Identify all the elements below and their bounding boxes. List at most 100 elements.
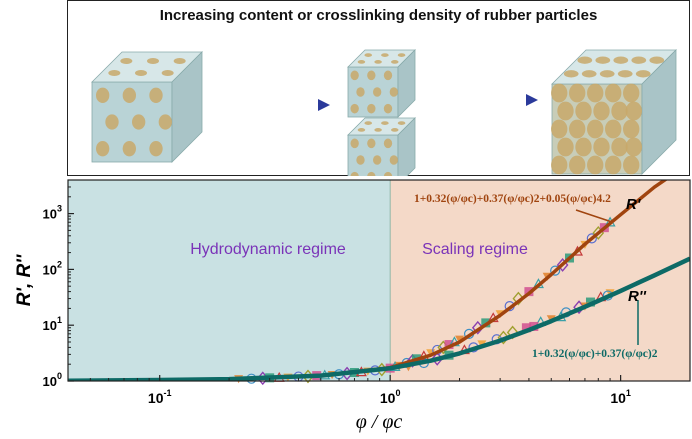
cube-intermediate-bottom-particle	[374, 128, 382, 132]
cube-final-particle	[551, 155, 568, 175]
data-point	[512, 291, 525, 306]
cube-final-particle	[569, 119, 586, 139]
cube-intermediate-top-particle	[383, 70, 393, 81]
cube-final-particle	[563, 70, 579, 78]
cube-initial-particle	[132, 114, 146, 130]
x-tick-label: 100	[380, 388, 401, 406]
cube-final-particle	[551, 83, 568, 103]
cube-initial-particle	[161, 70, 174, 76]
cube-initial-particle	[96, 87, 110, 104]
cube-final-particle	[623, 83, 640, 103]
x-axis-label: φ / φc	[356, 411, 403, 433]
cube-intermediate-bottom-particle	[364, 121, 372, 125]
cube-intermediate-bottom-particle	[367, 138, 376, 149]
cube-final-particle	[557, 101, 574, 121]
cube-intermediate-bottom-particle	[389, 155, 399, 165]
cube-intermediate-top-particle	[357, 60, 366, 64]
cube-intermediate-bottom-side-face	[397, 117, 416, 176]
cube-final-particle	[575, 137, 592, 157]
cube-final-particle	[635, 70, 651, 78]
cube-intermediate-top-particle	[374, 60, 382, 64]
cube-final-particle	[611, 101, 628, 121]
cube-final	[551, 49, 677, 175]
series-r-double-prime-line	[68, 256, 690, 381]
data-point	[444, 340, 454, 350]
cube-initial	[91, 51, 203, 163]
data-point	[497, 330, 510, 345]
r-double-prime-formula: 1+0.32(φ/φc)+0.37(φ/φc)2	[532, 348, 658, 360]
cube-intermediate-top-particle	[364, 53, 372, 57]
cube-final-particle	[587, 83, 604, 103]
cube-initial-particle	[149, 141, 163, 157]
scaling-regime-label: Scaling regime	[422, 241, 528, 258]
cube-intermediate-top-particle	[367, 103, 376, 114]
banner-title: Increasing content or crosslinking densi…	[159, 7, 598, 24]
cube-final-particle	[605, 83, 622, 103]
cube-final-particle	[593, 137, 610, 157]
cube-intermediate-bottom-particle	[383, 138, 393, 149]
cube-intermediate-top	[347, 49, 416, 118]
cube-initial-particle	[120, 58, 133, 64]
cube-final-particle	[623, 155, 640, 175]
cube-initial-particle	[108, 70, 121, 76]
r-prime-label: R'	[626, 196, 641, 213]
cube-final-particle	[625, 137, 642, 157]
cube-initial-particle	[135, 70, 147, 76]
cube-final-particle	[649, 56, 665, 64]
cube-intermediate-top-particle	[350, 70, 359, 81]
y-axis-label: R', R''	[14, 253, 35, 306]
cube-initial-side-face	[171, 51, 203, 163]
cube-intermediate-top-particle	[383, 103, 393, 114]
cube-final-particle	[593, 101, 610, 121]
cube-intermediate-bottom-particle	[350, 138, 359, 149]
cube-final-particle	[617, 70, 633, 78]
data-point	[586, 233, 597, 244]
cube-intermediate-top-side-face	[397, 49, 416, 118]
data-point	[521, 323, 531, 333]
y-tick-label: 100	[43, 371, 62, 389]
arrow-right-1	[178, 99, 330, 111]
top-illustration	[91, 49, 677, 176]
cube-final-particle	[605, 155, 622, 175]
cube-final-particle	[613, 56, 629, 64]
x-tick-label: 10-1	[148, 388, 172, 406]
cube-intermediate-top-particle	[389, 87, 399, 97]
cube-intermediate-bottom-particle	[397, 121, 406, 125]
cube-final-particle	[569, 155, 586, 175]
cube-final-particle	[557, 137, 574, 157]
cube-final-particle	[569, 83, 586, 103]
cube-intermediate-bottom-particle	[357, 128, 366, 132]
plot-frame	[67, 179, 691, 382]
y-tick-label: 101	[43, 315, 62, 333]
data-point	[455, 335, 465, 344]
cube-intermediate-bottom-particle	[391, 128, 399, 132]
cube-intermediate-bottom-particle	[373, 155, 382, 165]
cube-final-particle	[631, 56, 647, 64]
r-prime-formula-leader	[575, 209, 613, 223]
cube-intermediate-top-particle	[391, 60, 399, 64]
cube-final-particle	[575, 101, 592, 121]
cube-intermediate-bottom-particle	[381, 121, 389, 125]
cube-initial-particle	[122, 87, 136, 104]
hydrodynamic-regime-label: Hydrodynamic regime	[190, 241, 346, 258]
cube-final-particle	[605, 119, 622, 139]
cube-final-particle	[587, 155, 604, 175]
cube-final-particle	[611, 137, 628, 157]
cube-final-particle	[587, 119, 604, 139]
cube-intermediate-bottom-particle	[367, 171, 376, 176]
cube-initial-particle	[149, 87, 163, 104]
data-point	[550, 265, 561, 276]
cube-intermediate-bottom-particle	[383, 171, 393, 176]
cube-intermediate-top-particle	[367, 70, 376, 81]
cube-final-side-face	[641, 49, 677, 175]
cube-initial-particle	[173, 58, 186, 64]
cube-final-particle	[599, 70, 615, 78]
cube-intermediate-top-particle	[350, 103, 359, 114]
r-prime-formula: 1+0.32(φ/φc)+0.37(φ/φc)2+0.05(φ/φc)4.2	[414, 193, 611, 205]
y-tick-label: 103	[43, 204, 62, 222]
cube-final-particle	[577, 56, 593, 64]
cube-final-particle	[625, 101, 642, 121]
cube-intermediate-bottom	[347, 117, 416, 176]
cube-initial-particle	[122, 141, 136, 157]
cube-final-particle	[551, 119, 568, 139]
